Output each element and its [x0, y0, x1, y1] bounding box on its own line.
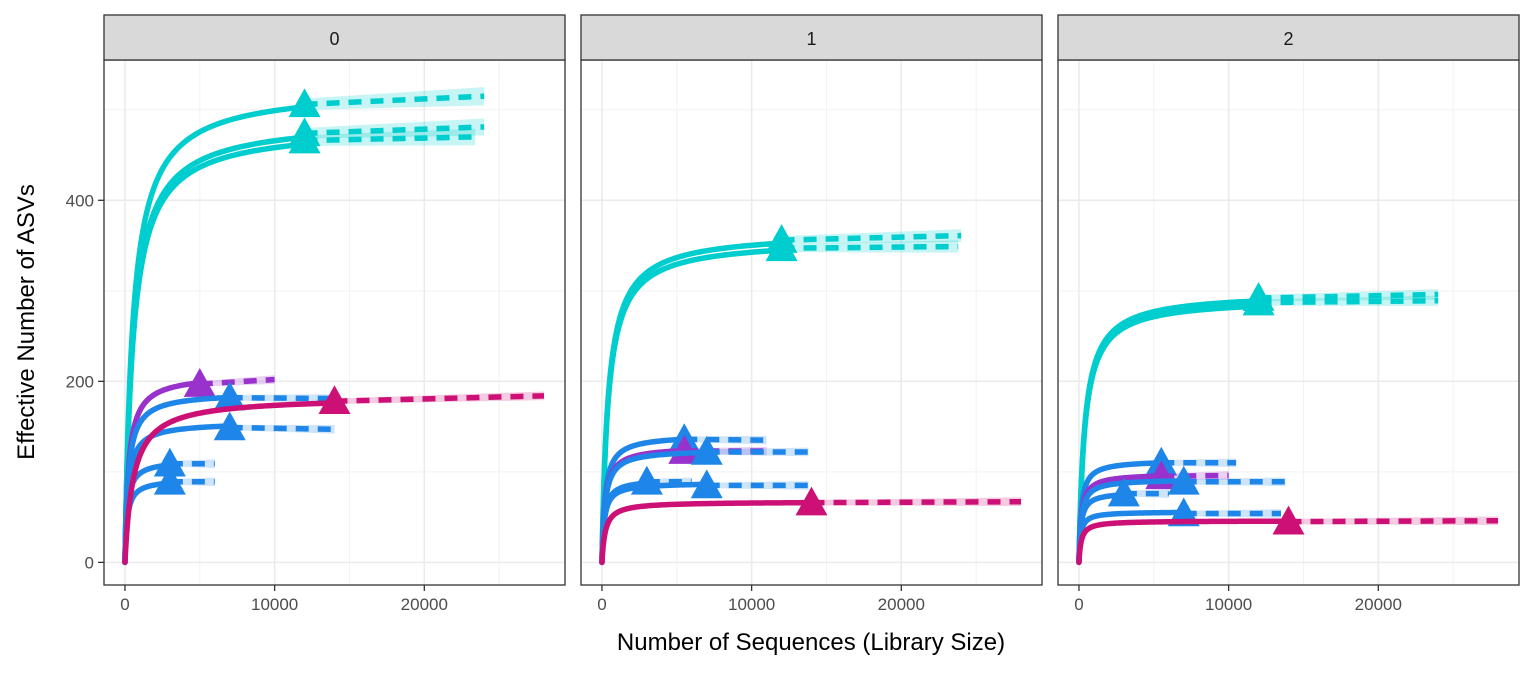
extrapolation-line — [1258, 298, 1439, 306]
series-magenta-7 — [599, 486, 1022, 566]
x-tick-label: 0 — [1074, 595, 1083, 614]
observed-point-marker — [213, 381, 246, 411]
rarefaction-line — [1076, 299, 1262, 566]
y-tick-label: 400 — [66, 191, 94, 210]
rarefaction-line — [1076, 509, 1187, 566]
observed-point-marker — [1167, 465, 1200, 495]
series-blue-4 — [1076, 465, 1286, 566]
x-tick-label: 10000 — [728, 595, 775, 614]
observed-point-marker — [668, 435, 701, 464]
series-magenta-8 — [122, 385, 545, 566]
x-tick-label: 20000 — [401, 595, 448, 614]
extrapolation-line — [334, 393, 545, 404]
observed-point-marker — [1272, 505, 1305, 535]
observed-point-marker — [288, 124, 321, 154]
series-blue-6 — [599, 469, 809, 566]
x-tick-label: 20000 — [1355, 595, 1402, 614]
x-axis-title: Number of Sequences (Library Size) — [617, 629, 1005, 656]
x-tick-label: 20000 — [878, 595, 925, 614]
observed-point-marker — [1242, 286, 1275, 316]
rarefaction-line — [122, 398, 338, 566]
facet-strip-label: 0 — [329, 29, 339, 49]
rarefaction-line — [599, 481, 710, 566]
extrapolation-line — [684, 436, 767, 443]
extrapolation-line — [229, 424, 335, 433]
facet-panel-1: 1 0 10000 20000 — [580, 14, 1043, 614]
facet-strip — [580, 14, 1043, 61]
observed-point-marker — [213, 411, 246, 441]
rarefaction-line — [122, 137, 308, 566]
observed-point-marker — [1107, 477, 1140, 507]
facet-strip-label: 1 — [806, 29, 816, 49]
rarefaction-line — [1076, 518, 1292, 566]
panels-layer: 0 0 10000 20000 0 200 400 1 0 10000 20000 2 0 10000 20… — [66, 14, 1520, 614]
series-cyan-1 — [1076, 286, 1439, 566]
observed-point-marker — [318, 385, 351, 415]
facet-strip-label: 2 — [1283, 29, 1293, 49]
extrapolation-line — [304, 134, 476, 144]
y-tick-label: 200 — [66, 372, 94, 391]
facet-strip — [1057, 14, 1520, 61]
extrapolation-line — [1161, 472, 1229, 480]
extrapolation-line — [781, 232, 962, 243]
x-tick-label: 10000 — [251, 595, 298, 614]
y-tick-label: 0 — [85, 553, 94, 572]
rarefaction-line — [599, 245, 785, 566]
x-tick-label: 10000 — [1205, 595, 1252, 614]
observed-point-marker — [690, 435, 723, 465]
observed-point-marker — [153, 465, 186, 495]
y-axis-title: Effective Number of ASVs — [13, 184, 40, 460]
extrapolation-line — [304, 124, 485, 137]
observed-point-marker — [690, 469, 723, 499]
extrapolation-ci-band — [304, 128, 476, 146]
extrapolation-line — [304, 93, 485, 108]
extrapolation-line — [1288, 517, 1499, 525]
observed-point-marker — [288, 88, 321, 118]
extrapolation-line — [811, 498, 1022, 506]
x-tick-label: 0 — [120, 595, 129, 614]
observed-point-marker — [183, 368, 216, 397]
facet-panel-0: 0 0 10000 20000 0 200 400 — [66, 14, 566, 614]
series-cyan-2 — [122, 124, 476, 566]
observed-point-marker — [765, 232, 798, 262]
observed-point-marker — [795, 486, 828, 516]
series-magenta-7 — [1076, 505, 1499, 566]
rarefaction-line — [599, 499, 815, 566]
observed-point-marker — [153, 447, 186, 477]
extrapolation-line — [199, 376, 275, 387]
extrapolation-line — [229, 394, 332, 402]
x-tick-label: 0 — [597, 595, 606, 614]
series-cyan-1 — [599, 232, 959, 566]
extrapolation-line — [781, 243, 959, 252]
facet-strip — [103, 14, 566, 61]
facet-panel-2: 2 0 10000 20000 — [1057, 14, 1520, 614]
extrapolation-line — [1258, 291, 1439, 301]
